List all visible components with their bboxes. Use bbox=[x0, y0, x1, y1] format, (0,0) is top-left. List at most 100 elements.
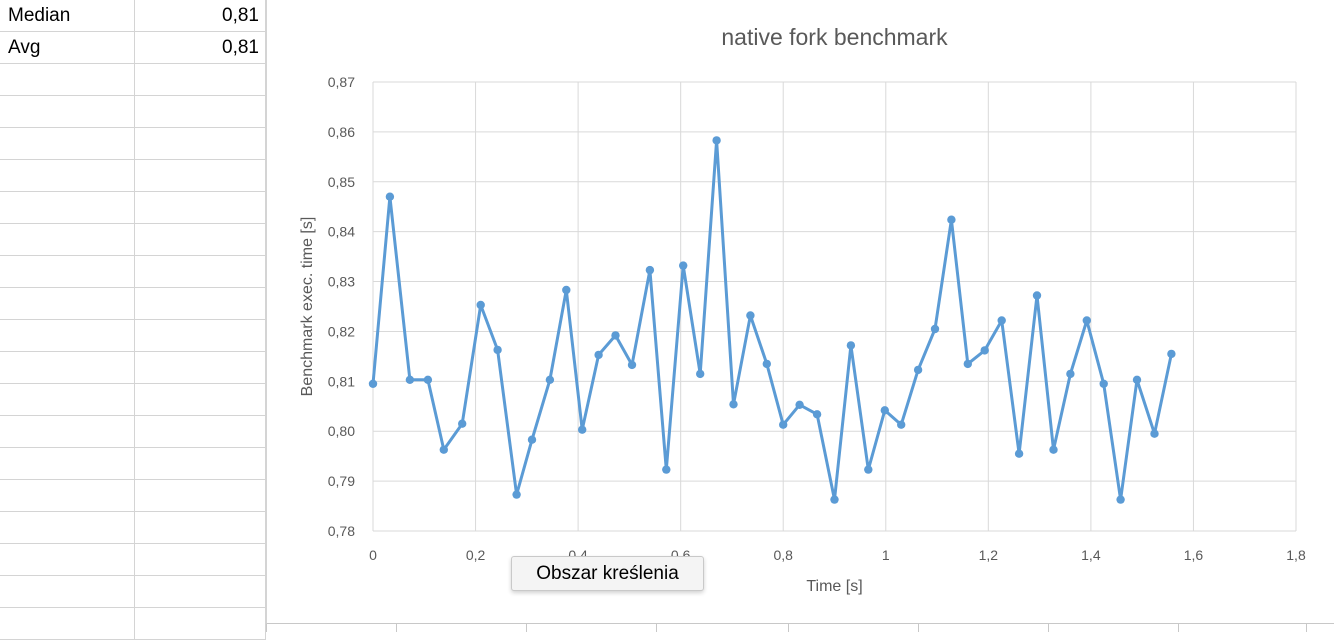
y-tick-label: 0,87 bbox=[328, 74, 355, 90]
y-tick-label: 0,81 bbox=[328, 373, 355, 389]
data-point[interactable] bbox=[830, 495, 839, 504]
empty-cell[interactable] bbox=[0, 416, 135, 448]
data-point[interactable] bbox=[594, 350, 603, 360]
empty-cell[interactable] bbox=[0, 512, 135, 544]
empty-cell[interactable] bbox=[0, 608, 135, 640]
empty-cell[interactable] bbox=[0, 192, 135, 224]
empty-cell[interactable] bbox=[135, 160, 266, 192]
empty-cell[interactable] bbox=[0, 384, 135, 416]
data-point[interactable] bbox=[1167, 349, 1176, 359]
data-point[interactable] bbox=[679, 261, 688, 270]
empty-cell[interactable] bbox=[135, 288, 266, 320]
empty-cell[interactable] bbox=[0, 256, 135, 288]
empty-cell[interactable] bbox=[0, 352, 135, 384]
line-chart[interactable]: 0 0,2 0,4 0,6 0,8 1 1,2 1,4 1,6 1,80,780,790,800,… bbox=[267, 0, 1334, 624]
data-point[interactable] bbox=[696, 369, 705, 379]
data-point[interactable] bbox=[1116, 495, 1125, 504]
y-tick-label: 0,86 bbox=[328, 124, 355, 140]
data-point[interactable] bbox=[368, 379, 378, 388]
empty-cell[interactable] bbox=[135, 576, 266, 608]
empty-cell[interactable] bbox=[135, 256, 266, 288]
data-point[interactable] bbox=[947, 215, 956, 224]
column-divider bbox=[1306, 624, 1307, 632]
empty-cell[interactable] bbox=[0, 160, 135, 192]
empty-cell[interactable] bbox=[135, 512, 266, 544]
data-point[interactable] bbox=[812, 410, 822, 419]
empty-cell[interactable] bbox=[135, 480, 266, 512]
data-point[interactable] bbox=[864, 465, 873, 474]
data-point[interactable] bbox=[627, 360, 637, 370]
empty-cell[interactable] bbox=[135, 320, 266, 352]
empty-cell[interactable] bbox=[135, 224, 266, 256]
series-line[interactable] bbox=[371, 138, 1173, 502]
data-point[interactable] bbox=[980, 346, 989, 355]
data-point[interactable] bbox=[795, 400, 804, 409]
column-divider bbox=[266, 624, 267, 632]
empty-cell[interactable] bbox=[135, 448, 266, 480]
data-point[interactable] bbox=[880, 406, 889, 415]
data-point[interactable] bbox=[997, 316, 1006, 325]
data-point[interactable] bbox=[493, 345, 502, 355]
x-tick-label: 0,2 bbox=[466, 547, 486, 563]
empty-cell[interactable] bbox=[0, 448, 135, 480]
data-point[interactable] bbox=[578, 425, 587, 434]
empty-cell[interactable] bbox=[135, 352, 266, 384]
empty-cell[interactable] bbox=[0, 576, 135, 608]
data-point[interactable] bbox=[512, 490, 521, 499]
data-point[interactable] bbox=[458, 419, 467, 428]
data-point[interactable] bbox=[385, 192, 395, 201]
chart-area[interactable]: 0 0,2 0,4 0,6 0,8 1 1,2 1,4 1,6 1,8 0,78 0,79 0,80 0,… bbox=[266, 0, 1334, 624]
empty-cell[interactable] bbox=[135, 608, 266, 640]
data-point[interactable] bbox=[405, 375, 415, 384]
empty-cell[interactable] bbox=[0, 64, 135, 96]
empty-cell[interactable] bbox=[0, 288, 135, 320]
data-point[interactable] bbox=[930, 324, 940, 334]
column-divider bbox=[1178, 624, 1179, 632]
empty-cell[interactable] bbox=[135, 64, 266, 96]
data-point[interactable] bbox=[662, 465, 671, 474]
data-point[interactable] bbox=[611, 331, 620, 340]
empty-cell[interactable] bbox=[0, 480, 135, 512]
data-point[interactable] bbox=[545, 375, 555, 384]
y-axis-title: Benchmark exec. time [s] bbox=[299, 217, 316, 397]
data-point[interactable] bbox=[1066, 369, 1075, 379]
data-point[interactable] bbox=[476, 300, 485, 310]
column-divider bbox=[918, 624, 919, 632]
empty-cell[interactable] bbox=[0, 544, 135, 576]
empty-cell[interactable] bbox=[135, 384, 266, 416]
empty-cell[interactable] bbox=[135, 128, 266, 160]
empty-cell[interactable] bbox=[135, 96, 266, 128]
empty-cell[interactable] bbox=[0, 96, 135, 128]
data-point[interactable] bbox=[527, 435, 537, 444]
empty-cell[interactable] bbox=[135, 544, 266, 576]
data-point[interactable] bbox=[1132, 375, 1142, 384]
cell-label-avg[interactable]: Avg bbox=[0, 32, 135, 64]
data-point[interactable] bbox=[729, 400, 738, 409]
empty-cell[interactable] bbox=[135, 192, 266, 224]
empty-cell[interactable] bbox=[0, 128, 135, 160]
data-point[interactable] bbox=[779, 420, 788, 429]
data-point[interactable] bbox=[1032, 291, 1042, 300]
data-point[interactable] bbox=[1049, 445, 1058, 454]
empty-cell[interactable] bbox=[0, 224, 135, 256]
data-point[interactable] bbox=[439, 445, 448, 454]
data-point[interactable] bbox=[897, 420, 906, 429]
data-point[interactable] bbox=[846, 341, 856, 350]
cell-label-median[interactable]: Median bbox=[0, 0, 135, 32]
data-point[interactable] bbox=[562, 285, 571, 295]
data-point[interactable] bbox=[746, 311, 755, 320]
data-point[interactable] bbox=[963, 359, 972, 369]
empty-cell[interactable] bbox=[0, 320, 135, 352]
data-point[interactable] bbox=[423, 375, 433, 384]
cell-value-avg[interactable]: 0,81 bbox=[135, 32, 266, 64]
data-point[interactable] bbox=[645, 265, 655, 275]
data-point[interactable] bbox=[762, 359, 771, 369]
data-point[interactable] bbox=[712, 136, 721, 145]
data-point[interactable] bbox=[1082, 316, 1091, 325]
data-point[interactable] bbox=[913, 365, 923, 375]
cell-value-median[interactable]: 0,81 bbox=[135, 0, 266, 32]
data-point[interactable] bbox=[1150, 429, 1159, 438]
empty-cell[interactable] bbox=[135, 416, 266, 448]
data-point[interactable] bbox=[1014, 449, 1024, 458]
data-point[interactable] bbox=[1099, 379, 1108, 388]
